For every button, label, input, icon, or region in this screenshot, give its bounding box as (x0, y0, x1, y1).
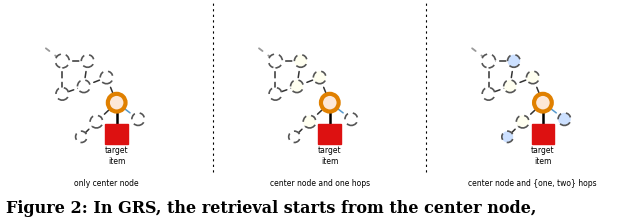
Circle shape (482, 87, 495, 100)
Bar (532, 124, 554, 144)
Circle shape (508, 55, 520, 67)
Circle shape (345, 113, 358, 125)
Text: center node and one hops: center node and one hops (269, 179, 370, 187)
Circle shape (268, 54, 282, 68)
Circle shape (289, 131, 300, 143)
Circle shape (77, 80, 90, 93)
Circle shape (516, 115, 529, 128)
Circle shape (504, 80, 516, 93)
Circle shape (100, 71, 113, 84)
Text: only center node: only center node (74, 179, 139, 187)
Text: Figure 2: In GRS, the retrieval starts from the center node,: Figure 2: In GRS, the retrieval starts f… (6, 200, 537, 217)
Text: target
item: target item (105, 146, 129, 166)
Text: target
item: target item (318, 146, 342, 166)
Circle shape (81, 55, 94, 67)
Circle shape (291, 80, 303, 93)
Circle shape (55, 54, 69, 68)
Bar (106, 124, 128, 144)
Circle shape (321, 94, 339, 112)
Circle shape (108, 94, 125, 112)
Circle shape (303, 115, 316, 128)
Circle shape (56, 87, 68, 100)
Circle shape (76, 131, 87, 143)
Circle shape (534, 94, 552, 112)
Circle shape (90, 115, 103, 128)
Circle shape (132, 113, 145, 125)
Circle shape (527, 71, 539, 84)
Circle shape (558, 113, 571, 125)
Text: center node and {one, two} hops: center node and {one, two} hops (468, 179, 597, 187)
Circle shape (294, 55, 307, 67)
Circle shape (314, 71, 326, 84)
Circle shape (269, 87, 282, 100)
Circle shape (502, 131, 513, 143)
Text: target
item: target item (531, 146, 555, 166)
Circle shape (481, 54, 495, 68)
Bar (319, 124, 341, 144)
